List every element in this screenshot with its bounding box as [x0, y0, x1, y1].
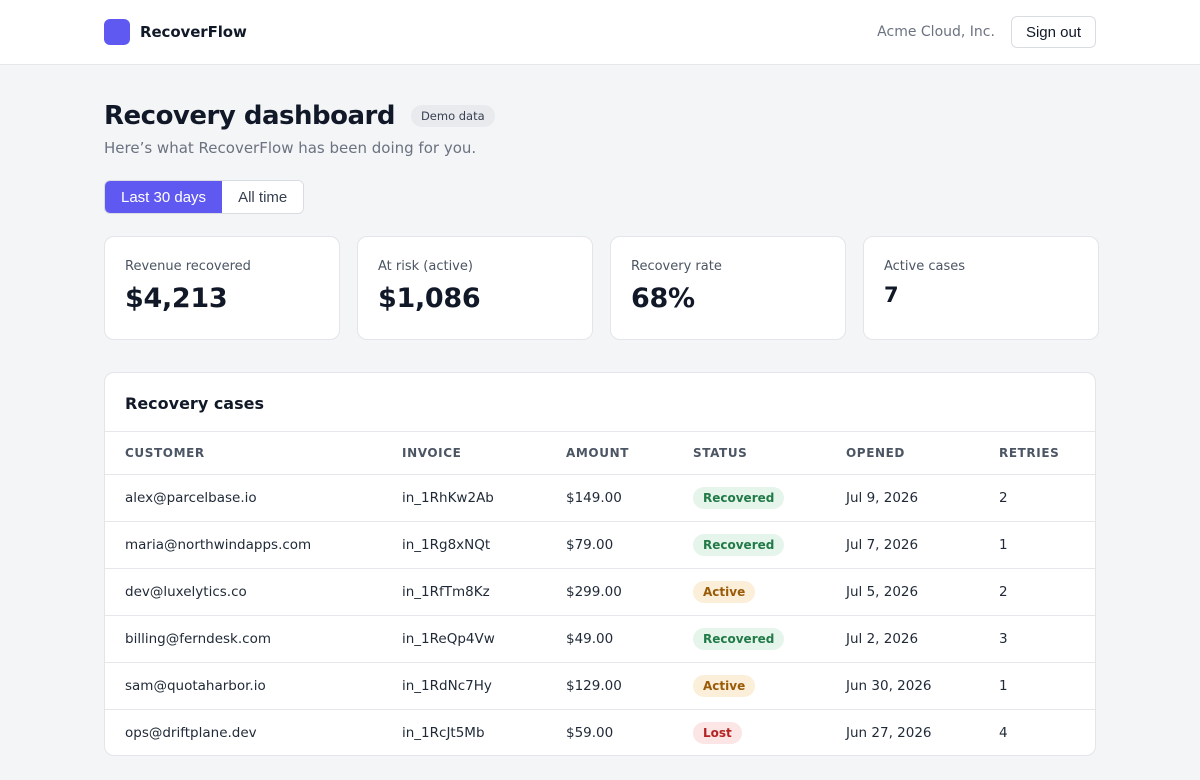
table-row[interactable]: dev@luxelytics.co in_1RfTm8Kz $299.00 Ac…	[105, 568, 1095, 616]
cell-amount: $59.00	[566, 724, 614, 741]
cell-status: Recovered	[693, 474, 846, 522]
cell-status: Recovered	[693, 615, 846, 663]
table-row[interactable]: sam@quotaharbor.io in_1RdNc7Hy $129.00 A…	[105, 662, 1095, 710]
recovery-cases-panel: Recovery cases CUSTOMER INVOICE AMOUNT S…	[104, 372, 1096, 756]
cell-invoice: in_1RfTm8Kz	[402, 568, 566, 616]
table-row[interactable]: maria@northwindapps.com in_1Rg8xNQt $79.…	[105, 521, 1095, 569]
cell-status: Recovered	[693, 521, 846, 569]
sign-out-button[interactable]: Sign out	[1010, 16, 1096, 48]
status-badge: Recovered	[693, 486, 785, 509]
range-all-time-button[interactable]: All time	[222, 181, 304, 213]
cell-invoice: in_1RhKw2Ab	[402, 474, 566, 522]
cell-customer: alex@parcelbase.io	[105, 474, 402, 522]
stat-value: 68%	[631, 283, 695, 314]
top-bar: RecoverFlow Acme Cloud, Inc. Sign out	[0, 0, 1200, 65]
table-row[interactable]: alex@parcelbase.io in_1RhKw2Ab $149.00 R…	[105, 474, 1095, 522]
stats-row: Revenue recovered $4,213 At risk (active…	[104, 236, 1099, 340]
account-area: Acme Cloud, Inc. Sign out	[877, 16, 1096, 48]
column-header-customer: CUSTOMER	[105, 432, 402, 475]
cell-invoice: in_1ReQp4Vw	[402, 615, 566, 663]
stat-label: Revenue recovered	[125, 259, 251, 274]
cell-status: Active	[693, 662, 846, 710]
cell-retries: 1	[999, 662, 1095, 710]
title-row: Recovery dashboard Demo data	[104, 101, 1096, 131]
status-badge: Active	[693, 580, 756, 603]
cell-status: Active	[693, 568, 846, 616]
cell-opened: Jul 7, 2026	[846, 521, 999, 569]
brand[interactable]: RecoverFlow	[104, 19, 247, 45]
status-badge: Active	[693, 674, 756, 697]
stat-value: $1,086	[378, 283, 481, 314]
cell-invoice: in_1Rg8xNQt	[402, 521, 566, 569]
cell-customer: billing@ferndesk.com	[105, 615, 402, 663]
cell-opened: Jul 9, 2026	[846, 474, 999, 522]
stat-value: $4,213	[125, 283, 228, 314]
range-toggle: Last 30 days All time	[104, 180, 305, 214]
table-header-row: CUSTOMER INVOICE AMOUNT STATUS OPENED RE…	[105, 432, 1095, 475]
page-header: Recovery dashboard Demo data Here’s what…	[104, 101, 1096, 157]
cell-customer: dev@luxelytics.co	[105, 568, 402, 616]
range-last-30-days-button[interactable]: Last 30 days	[105, 181, 223, 213]
page-subtitle: Here’s what RecoverFlow has been doing f…	[104, 139, 477, 157]
org-name: Acme Cloud, Inc.	[877, 24, 995, 40]
stat-card-revenue-recovered: Revenue recovered $4,213	[104, 236, 340, 340]
cell-opened: Jun 27, 2026	[846, 724, 932, 741]
page-title: Recovery dashboard	[104, 101, 395, 131]
stat-value: 7	[884, 283, 899, 307]
cell-amount: $79.00	[566, 521, 693, 569]
cell-amount: $149.00	[566, 474, 693, 522]
cell-status: Lost	[693, 709, 846, 755]
cell-invoice: in_1RdNc7Hy	[402, 662, 566, 710]
cell-retries: 2	[999, 474, 1095, 522]
column-header-amount: AMOUNT	[566, 432, 693, 475]
cell-retries: 3	[999, 615, 1095, 663]
cell-customer: maria@northwindapps.com	[105, 521, 402, 569]
cell-retries: 1	[999, 521, 1095, 569]
cases-table: CUSTOMER INVOICE AMOUNT STATUS OPENED RE…	[105, 432, 1095, 755]
status-badge: Lost	[693, 721, 742, 744]
cell-retries: 2	[999, 568, 1095, 616]
column-header-retries: RETRIES	[999, 432, 1095, 475]
brand-name: RecoverFlow	[140, 23, 247, 41]
stat-card-at-risk: At risk (active) $1,086	[357, 236, 593, 340]
cell-retries: 4	[999, 724, 1008, 741]
status-badge: Recovered	[693, 533, 785, 556]
stat-card-recovery-rate: Recovery rate 68%	[610, 236, 846, 340]
cell-amount: $129.00	[566, 662, 693, 710]
cell-opened: Jun 30, 2026	[846, 662, 999, 710]
stat-label: At risk (active)	[378, 259, 473, 274]
stat-card-active-cases: Active cases 7	[863, 236, 1099, 340]
table-row[interactable]: ops@driftplane.dev in_1RcJt5Mb $59.00 Lo…	[105, 709, 1095, 755]
cell-customer: ops@driftplane.dev	[125, 724, 257, 741]
column-header-status: STATUS	[693, 432, 846, 475]
cell-amount: $49.00	[566, 615, 693, 663]
cell-invoice: in_1RcJt5Mb	[402, 724, 485, 741]
demo-data-badge: Demo data	[410, 105, 495, 127]
cell-amount: $299.00	[566, 568, 693, 616]
cell-opened: Jul 2, 2026	[846, 615, 999, 663]
cell-customer: sam@quotaharbor.io	[105, 662, 402, 710]
status-badge: Recovered	[693, 627, 785, 650]
logo-icon	[104, 19, 130, 45]
column-header-invoice: INVOICE	[402, 432, 566, 475]
column-header-opened: OPENED	[846, 432, 999, 475]
panel-title: Recovery cases	[105, 373, 1095, 432]
stat-label: Recovery rate	[631, 259, 722, 274]
table-row[interactable]: billing@ferndesk.com in_1ReQp4Vw $49.00 …	[105, 615, 1095, 663]
stat-label: Active cases	[884, 259, 966, 274]
cell-opened: Jul 5, 2026	[846, 568, 999, 616]
